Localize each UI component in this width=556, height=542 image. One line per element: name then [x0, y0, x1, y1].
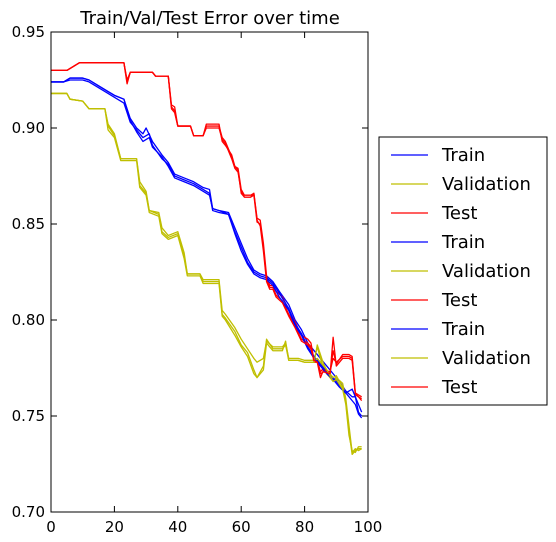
x-tick-label: 80 — [295, 518, 314, 536]
y-tick-label: 0.75 — [12, 407, 45, 425]
legend-label: Train — [441, 319, 485, 340]
series-line-7 — [51, 77, 363, 413]
y-tick-label: 0.85 — [12, 215, 45, 233]
legend-label: Train — [441, 145, 485, 166]
y-tick-label: 0.70 — [12, 503, 45, 521]
chart-title: Train/Val/Test Error over time — [79, 8, 340, 29]
x-tick-label: 0 — [46, 518, 56, 536]
legend-label: Test — [441, 203, 477, 224]
series-line-4 — [51, 79, 363, 419]
legend-label: Validation — [442, 348, 531, 369]
x-tick-label: 60 — [232, 518, 251, 536]
legend-label: Test — [441, 377, 477, 398]
series-line-2 — [51, 92, 362, 454]
legend: Train Validation Test Train Validation Test Tr… — [378, 136, 548, 406]
x-tick-label: 40 — [168, 518, 187, 536]
series-line-6 — [51, 62, 362, 398]
series-line-9 — [51, 62, 363, 402]
series-line-8 — [51, 92, 362, 454]
y-tick-label: 0.95 — [12, 23, 45, 41]
series-line-3 — [51, 62, 362, 400]
x-tick-label: 20 — [105, 518, 124, 536]
legend-label: Train — [441, 232, 485, 253]
ticks-layer: 0 20 40 60 80 100 0.70 0.75 0.80 0.85 0.90 0.95 — [12, 23, 383, 536]
legend-label: Validation — [442, 261, 531, 282]
y-tick-label: 0.80 — [12, 311, 45, 329]
y-tick-label: 0.90 — [12, 119, 45, 137]
series-line-5 — [51, 92, 362, 456]
legend-label: Test — [441, 290, 477, 311]
axes-layer — [50, 31, 369, 513]
plot-frame — [50, 31, 369, 513]
series-layer — [51, 62, 363, 456]
x-tick-label: 100 — [354, 518, 383, 536]
legend-label: Validation — [442, 174, 531, 195]
